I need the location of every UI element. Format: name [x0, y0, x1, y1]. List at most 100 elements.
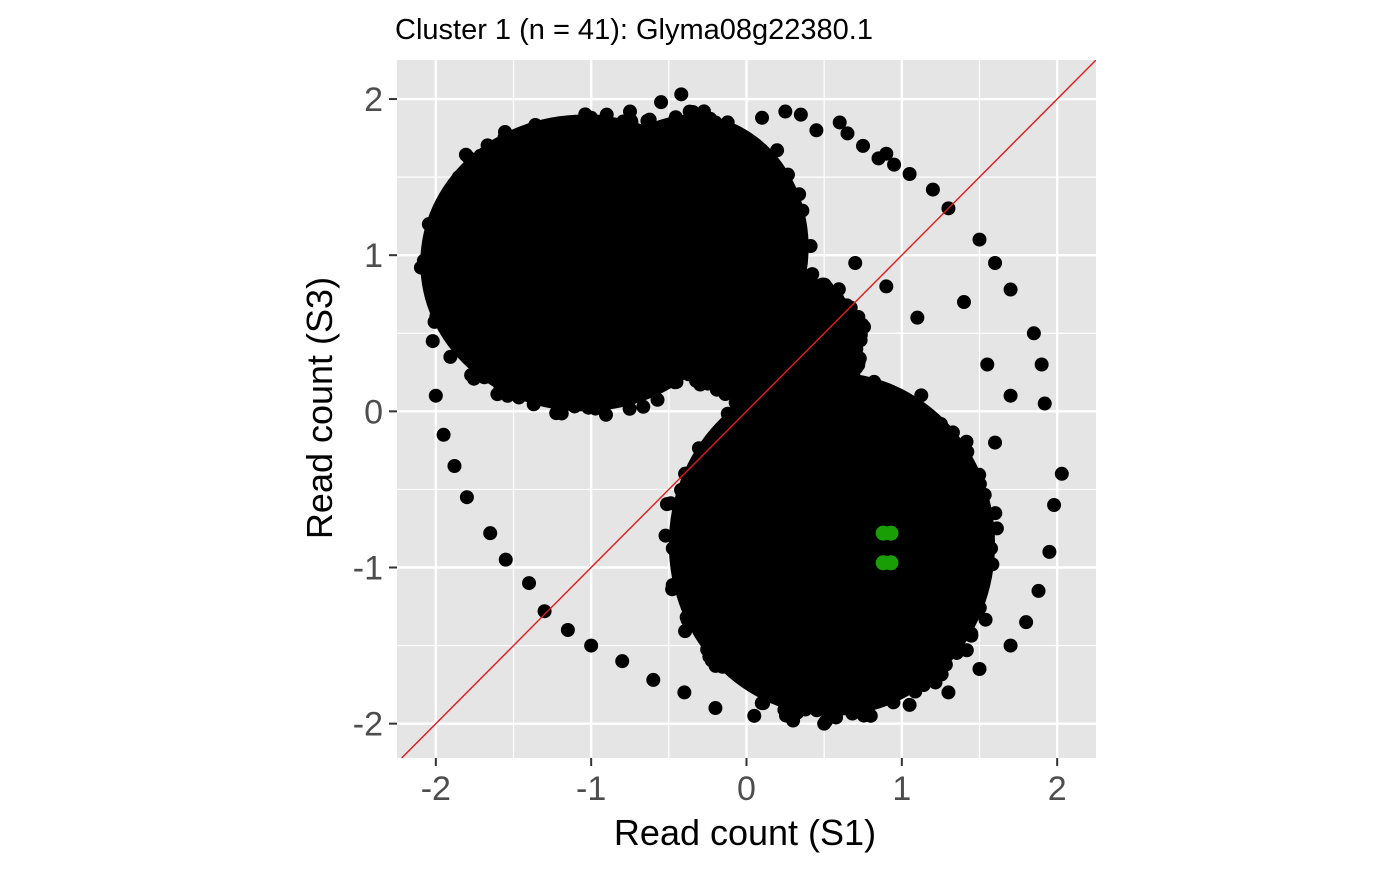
data-point [459, 490, 474, 505]
data-point [692, 158, 707, 173]
data-point [701, 366, 716, 381]
data-point [783, 302, 798, 317]
data-point [748, 266, 763, 281]
data-point [1047, 498, 1062, 513]
data-point [796, 289, 811, 304]
data-point [665, 582, 680, 597]
data-point [910, 310, 925, 325]
data-point [780, 167, 795, 182]
data-point [580, 191, 595, 206]
data-point [428, 388, 443, 403]
data-point [427, 263, 442, 278]
data-point [988, 506, 1003, 521]
data-point [825, 378, 840, 393]
data-point [848, 255, 863, 270]
data-point [754, 142, 769, 157]
data-point [818, 714, 833, 729]
data-point [490, 162, 505, 177]
data-point [782, 191, 797, 206]
data-point [790, 705, 805, 720]
data-point [498, 151, 513, 166]
data-point [755, 110, 770, 125]
data-point [799, 368, 814, 383]
data-point [722, 187, 737, 202]
data-point [518, 383, 533, 398]
data-point [779, 708, 794, 723]
x-axis-ticks: -2 -1 0 1 2 [421, 758, 1067, 808]
data-point [428, 295, 443, 310]
data-point [601, 168, 616, 183]
y-tick-label: -1 [353, 549, 383, 587]
data-point [578, 236, 593, 251]
data-point [793, 245, 808, 260]
data-point [642, 112, 657, 127]
data-point [588, 401, 603, 416]
data-point [679, 610, 694, 625]
data-point [617, 140, 632, 155]
data-point [566, 239, 581, 254]
data-point [636, 399, 651, 414]
data-point [706, 432, 721, 447]
data-point [832, 115, 847, 130]
data-point [988, 435, 1003, 450]
data-point [720, 382, 735, 397]
data-point [500, 388, 515, 403]
data-point [691, 441, 706, 456]
data-point [967, 581, 982, 596]
x-tick-label: 0 [737, 770, 756, 808]
data-point [668, 110, 683, 125]
data-point [972, 661, 987, 676]
data-point [436, 427, 451, 442]
data-point [1054, 466, 1069, 481]
data-point [616, 114, 631, 129]
data-point [659, 497, 674, 512]
data-point [849, 330, 864, 345]
data-point [587, 161, 602, 176]
data-point [887, 157, 902, 172]
data-point [444, 329, 459, 344]
data-point [549, 406, 564, 421]
data-point [972, 542, 987, 557]
data-point [1042, 544, 1057, 559]
x-axis-label: Read count (S1) [614, 812, 876, 853]
data-point [463, 348, 478, 363]
data-point [863, 384, 878, 399]
data-point [1019, 615, 1034, 630]
data-point [577, 390, 592, 405]
data-point [721, 278, 736, 293]
data-point [560, 118, 575, 133]
data-point [956, 295, 971, 310]
data-point [836, 376, 851, 391]
data-point [1003, 638, 1018, 653]
data-point [809, 703, 824, 718]
data-point [583, 113, 598, 128]
data-point [681, 504, 696, 519]
data-point [964, 626, 979, 641]
data-point [824, 693, 839, 708]
data-point [458, 147, 473, 162]
data-point [1037, 396, 1052, 411]
data-point [425, 334, 440, 349]
data-point [789, 207, 804, 222]
data-point [492, 376, 507, 391]
data-point [722, 653, 737, 668]
data-point [780, 320, 795, 335]
cluster-points [875, 525, 899, 571]
data-point [830, 291, 845, 306]
data-point [705, 158, 720, 173]
data-point [793, 107, 808, 122]
data-point [755, 332, 770, 347]
data-point [988, 255, 1003, 270]
background-points [413, 87, 1069, 731]
data-point [498, 552, 513, 567]
data-point [972, 232, 987, 247]
data-point [687, 147, 702, 162]
data-point [886, 695, 901, 710]
x-tick-label: 2 [1048, 770, 1067, 808]
data-point [715, 354, 730, 369]
data-point [429, 310, 444, 325]
y-tick-label: -2 [353, 706, 383, 744]
data-point [500, 132, 515, 147]
data-point [704, 653, 719, 668]
